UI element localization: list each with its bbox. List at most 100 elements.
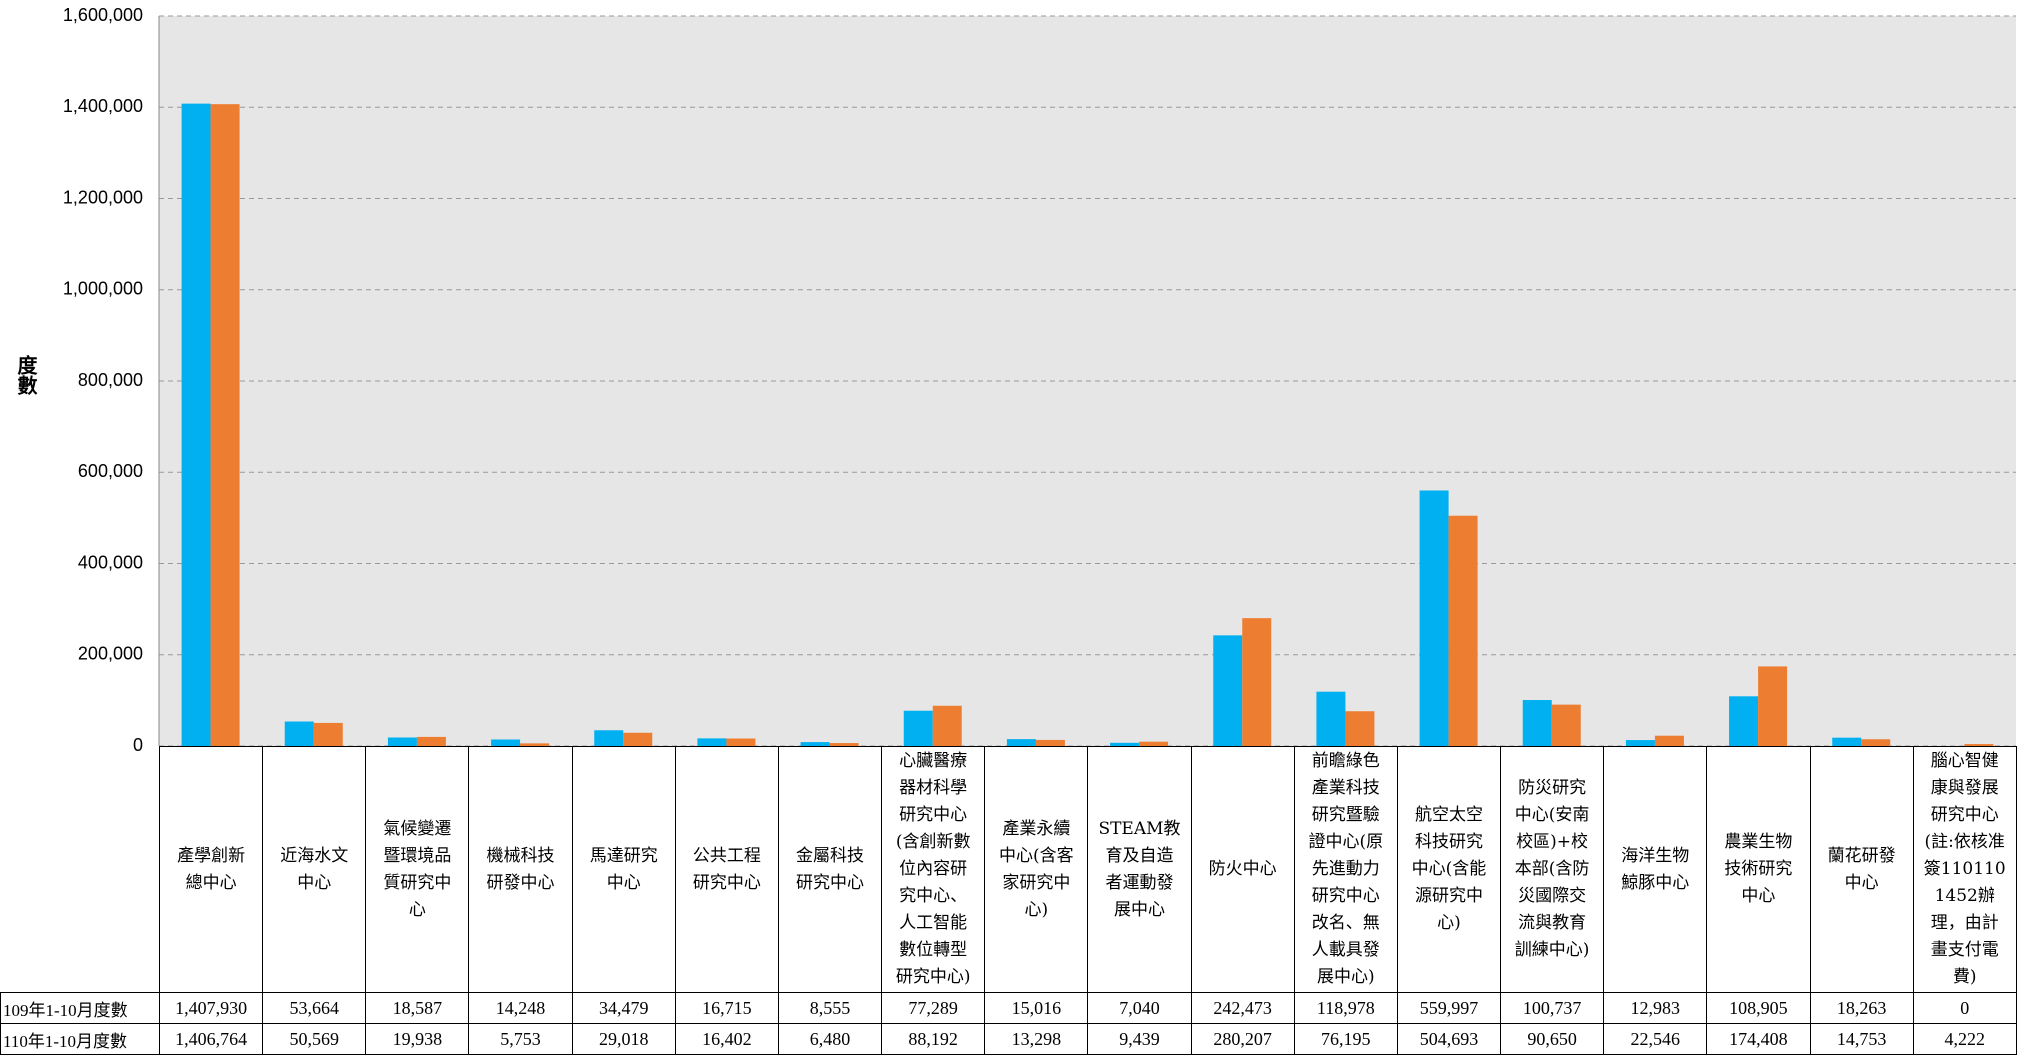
category-row: 產學創新總中心 近海水文中心 氣候變遷暨環境品質研究中心 機械科技研發中心 馬達研究中心…: [0, 746, 2017, 993]
x-tick-label: 產學創新總中心: [158, 746, 264, 993]
data-label: 18,587: [365, 992, 470, 1024]
data-label: 174,408: [1706, 1023, 1811, 1055]
data-label: 108,905: [1706, 992, 1811, 1024]
bar: [1110, 742, 1140, 746]
y-tick-label: 1,600,000: [63, 5, 143, 25]
data-label: 34,479: [571, 992, 676, 1024]
data-label: 8,555: [777, 992, 883, 1024]
data-label: 5,753: [468, 1023, 573, 1055]
y-tick-label: 600,000: [78, 461, 143, 481]
bar: [1035, 739, 1065, 746]
legend-entry: 110年1-10月度數: [0, 1023, 160, 1055]
bar: [726, 738, 756, 746]
bar: [1625, 740, 1655, 746]
data-label: 29,018: [571, 1023, 676, 1055]
bar: [623, 732, 653, 746]
data-label: 504,693: [1396, 1023, 1502, 1055]
y-tick-label: 400,000: [78, 552, 143, 572]
x-tick-label: 機械科技研發中心: [468, 746, 573, 993]
data-label: 280,207: [1190, 1023, 1295, 1055]
x-tick-label: 航空太空科技研究中心(含能源研究中心): [1396, 746, 1502, 993]
bar: [1345, 711, 1375, 746]
bar: [284, 721, 314, 746]
bar: [1242, 618, 1272, 746]
x-tick-label: 近海水文中心: [262, 746, 367, 993]
bar: [1551, 704, 1581, 746]
bar: [1522, 700, 1552, 746]
data-label: 9,439: [1087, 1023, 1192, 1055]
y-tick-label: 800,000: [78, 370, 143, 390]
bar: [594, 730, 624, 746]
bar: [903, 710, 933, 746]
y-tick-label: 1,200,000: [63, 187, 143, 207]
bar: [520, 743, 550, 746]
bar: [313, 722, 343, 746]
x-tick-label: 金屬科技研究中心: [777, 746, 883, 993]
y-tick-label: 0: [133, 735, 143, 755]
bar: [1729, 696, 1759, 746]
data-label: 76,195: [1293, 1023, 1398, 1055]
x-tick-label: 蘭花研發中心: [1809, 746, 1914, 993]
bar: [387, 737, 417, 746]
bar: [1448, 515, 1478, 746]
data-label: 1,406,764: [158, 1023, 264, 1055]
bar: [210, 104, 240, 746]
data-label: 13,298: [984, 1023, 1089, 1055]
data-label: 4,222: [1912, 1023, 2017, 1055]
bar: [1758, 666, 1788, 746]
bar: [1213, 635, 1243, 746]
corner-cell: [0, 746, 160, 993]
data-label: 90,650: [1500, 1023, 1605, 1055]
data-label: 0: [1912, 992, 2017, 1024]
x-tick-label: 腦心智健康與發展研究中心(註:依核准簽1101101452辦理，由計畫支付電費): [1912, 746, 2017, 993]
bar: [1964, 744, 1994, 746]
bar: [1654, 735, 1684, 746]
x-tick-label: STEAM教育及自造者運動發展中心: [1087, 746, 1192, 993]
data-label: 15,016: [984, 992, 1089, 1024]
bar: [800, 742, 830, 746]
value-row: 110年1-10月度數 1,406,764 50,569 19,938 5,753 29,…: [0, 1023, 2017, 1055]
x-tick-label: 海洋生物鯨豚中心: [1603, 746, 1708, 993]
data-label: 1,407,930: [158, 992, 264, 1024]
x-tick-label: 氣候變遷暨環境品質研究中心: [365, 746, 470, 993]
bar: [1419, 490, 1449, 746]
x-tick-label: 馬達研究中心: [571, 746, 676, 993]
x-tick-label: 產業永續中心(含客家研究中心): [984, 746, 1089, 993]
data-label: 22,546: [1603, 1023, 1708, 1055]
x-tick-label: 公共工程研究中心: [674, 746, 779, 993]
bar: [416, 736, 446, 746]
data-label: 14,753: [1809, 1023, 1914, 1055]
data-label: 7,040: [1087, 992, 1192, 1024]
data-label: 100,737: [1500, 992, 1605, 1024]
x-tick-label: 防災研究中心(安南校區)+校本部(含防災國際交流與教育訓練中心): [1500, 746, 1605, 993]
data-label: 14,248: [468, 992, 573, 1024]
bar: [181, 103, 211, 746]
data-label: 88,192: [881, 1023, 986, 1055]
y-tick-label: 1,400,000: [63, 96, 143, 116]
bar: [491, 739, 521, 746]
x-tick-label: 農業生物技術研究中心: [1706, 746, 1811, 993]
bar: [829, 743, 859, 746]
data-label: 559,997: [1396, 992, 1502, 1024]
data-label: 18,263: [1809, 992, 1914, 1024]
bar: [1316, 691, 1346, 746]
bar: [1861, 739, 1891, 746]
data-table: 產學創新總中心 近海水文中心 氣候變遷暨環境品質研究中心 機械科技研發中心 馬達研究中心…: [0, 746, 2017, 1055]
y-axis-label: 度數: [14, 355, 38, 395]
x-tick-label: 防火中心: [1190, 746, 1295, 993]
bar: [697, 738, 727, 746]
bar: [1832, 737, 1862, 746]
legend-entry: 109年1-10月度數: [0, 992, 160, 1024]
bar: [932, 705, 962, 746]
data-label: 6,480: [777, 1023, 883, 1055]
data-label: 50,569: [262, 1023, 367, 1055]
y-tick-label: 1,000,000: [63, 279, 143, 299]
data-label: 16,715: [674, 992, 779, 1024]
data-label: 53,664: [262, 992, 367, 1024]
bar: [1006, 739, 1036, 746]
data-label: 12,983: [1603, 992, 1708, 1024]
data-label: 118,978: [1293, 992, 1398, 1024]
data-label: 242,473: [1190, 992, 1295, 1024]
